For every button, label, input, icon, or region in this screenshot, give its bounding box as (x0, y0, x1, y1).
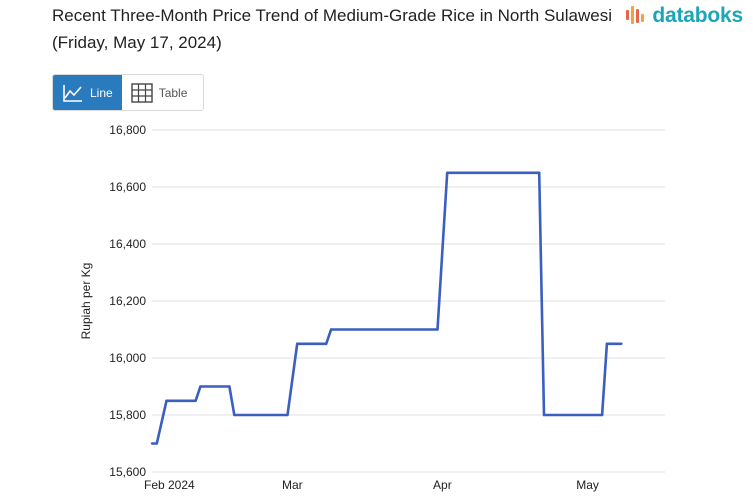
table-view-button[interactable]: Table (122, 75, 197, 110)
series-layer (150, 171, 623, 445)
x-tick-label: Apr (433, 478, 452, 492)
data-point[interactable] (329, 328, 333, 331)
data-point[interactable] (620, 342, 623, 345)
gridlines (152, 129, 665, 473)
price-series-line (152, 171, 622, 445)
brand-name: databoks (652, 4, 743, 27)
y-tick-label: 16,000 (109, 351, 146, 365)
data-point[interactable] (436, 328, 439, 331)
data-point[interactable] (286, 413, 289, 417)
chart-title: Recent Three-Month Price Trend of Medium… (52, 6, 612, 52)
table-view-label: Table (158, 85, 188, 100)
data-point[interactable] (600, 413, 604, 417)
y-tick-label: 16,600 (109, 180, 146, 194)
y-tick-label: 16,200 (109, 294, 146, 308)
brand-logo[interactable]: databoks (624, 2, 743, 30)
data-point[interactable] (537, 171, 541, 174)
data-point[interactable] (542, 413, 546, 417)
logo-bar (636, 9, 640, 23)
line-view-button[interactable]: Line (53, 75, 122, 110)
data-point[interactable] (194, 399, 197, 402)
data-point[interactable] (155, 442, 159, 445)
data-point[interactable] (446, 171, 449, 174)
y-axis-ticks: 15,600 15,800 16,000 16,200 16,400 16,600 16,8… (109, 123, 146, 479)
y-tick-label: 16,400 (109, 237, 146, 251)
logo-bar (626, 10, 630, 20)
data-point[interactable] (233, 413, 236, 417)
data-point[interactable] (295, 342, 299, 345)
data-point[interactable] (605, 342, 609, 345)
data-point[interactable] (228, 385, 231, 388)
x-tick-label: Feb 2024 (144, 478, 195, 492)
line-chart-icon (63, 84, 82, 102)
data-point[interactable] (165, 399, 168, 402)
databoks-logo-icon (626, 6, 645, 24)
table-grid-icon (130, 82, 153, 103)
y-tick-label: 15,600 (109, 465, 146, 479)
data-point[interactable] (150, 442, 154, 445)
logo-bar (641, 14, 645, 22)
x-axis-ticks: Feb 2024 Mar Apr May (144, 478, 599, 492)
x-tick-label: May (576, 478, 599, 492)
data-point[interactable] (199, 385, 202, 388)
data-point[interactable] (325, 342, 328, 345)
x-tick-label: Mar (282, 478, 303, 492)
y-axis-title: Rupiah per Kg (79, 263, 93, 340)
y-tick-label: 15,800 (109, 408, 146, 422)
y-tick-label: 16,800 (109, 123, 146, 137)
logo-bar (631, 6, 635, 24)
view-toggle: Line Table (52, 74, 204, 111)
line-view-label: Line (90, 85, 113, 100)
